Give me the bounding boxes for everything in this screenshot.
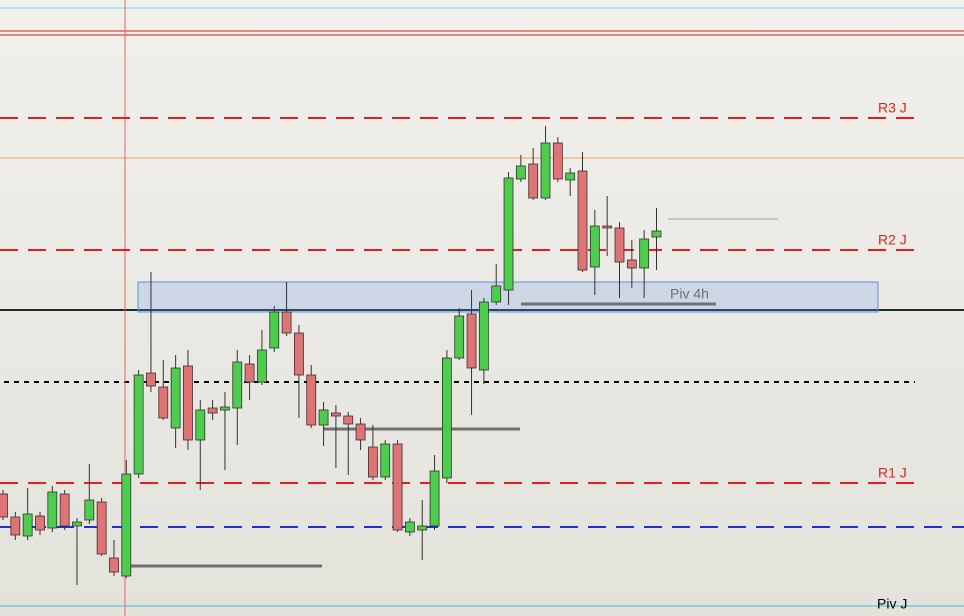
candle-body — [565, 172, 576, 181]
candle-body — [404, 521, 415, 533]
candle-body — [577, 170, 588, 271]
candle-body — [244, 363, 255, 383]
candle-body — [614, 227, 625, 263]
candle-body — [183, 365, 193, 441]
candle-body — [281, 311, 292, 334]
candle-body — [552, 142, 563, 180]
candle-body — [503, 177, 514, 291]
candles — [0, 126, 662, 585]
candle-body — [515, 165, 526, 180]
candle-body — [491, 285, 502, 303]
candle-body — [528, 163, 539, 199]
candle-body — [626, 259, 637, 269]
candle-body — [441, 357, 452, 479]
candle-body — [170, 367, 181, 429]
levels: R3 J R2 J Piv 4h R1 J Piv J — [0, 100, 964, 612]
candle-body — [220, 406, 230, 411]
level-label: Piv J — [877, 596, 907, 612]
candle-body — [540, 142, 551, 199]
candle-body — [367, 446, 378, 478]
level-label: Piv 4h — [670, 286, 709, 302]
candle-body — [294, 332, 304, 376]
candle-body — [454, 315, 465, 359]
candle-body — [207, 407, 218, 414]
candle-body — [59, 493, 70, 527]
candle-body — [589, 225, 600, 268]
candle-body — [478, 301, 489, 371]
candle-body — [318, 409, 329, 426]
candle-body — [639, 238, 650, 269]
candle-body — [232, 361, 243, 409]
candle-body — [257, 349, 267, 383]
candle-body — [195, 409, 206, 441]
level-label: R3 J — [878, 100, 907, 116]
level-label: R1 J — [878, 465, 907, 481]
candle-body — [466, 313, 477, 369]
level-label: R2 J — [878, 232, 907, 248]
candle-body — [380, 443, 391, 478]
candle-body — [417, 525, 428, 531]
candle-body — [133, 374, 144, 475]
candle-body — [109, 557, 119, 573]
candle-body — [331, 412, 341, 417]
candle-body — [429, 470, 440, 527]
candle-body — [84, 499, 95, 521]
candle-body — [35, 515, 45, 531]
candle-body — [158, 386, 169, 419]
candle-body — [651, 230, 662, 238]
candle-body — [72, 521, 82, 527]
candle-body — [10, 516, 21, 536]
candle-body — [269, 311, 280, 349]
candle-body — [306, 374, 317, 426]
candle-body — [0, 493, 8, 518]
candle-body — [47, 491, 58, 529]
candle-body — [602, 225, 613, 229]
candle-body — [355, 423, 366, 441]
candle-body — [121, 473, 132, 577]
candle-body — [22, 513, 33, 537]
candle-body — [392, 443, 403, 531]
candle-body — [146, 372, 156, 387]
candle-body — [96, 501, 107, 555]
candle-body — [343, 415, 354, 425]
